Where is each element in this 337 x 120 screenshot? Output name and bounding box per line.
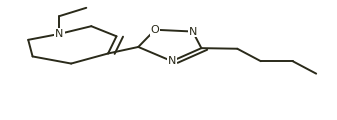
Text: N: N [188, 27, 197, 36]
Text: N: N [55, 29, 64, 39]
Text: O: O [151, 25, 159, 35]
Text: N: N [168, 56, 176, 66]
